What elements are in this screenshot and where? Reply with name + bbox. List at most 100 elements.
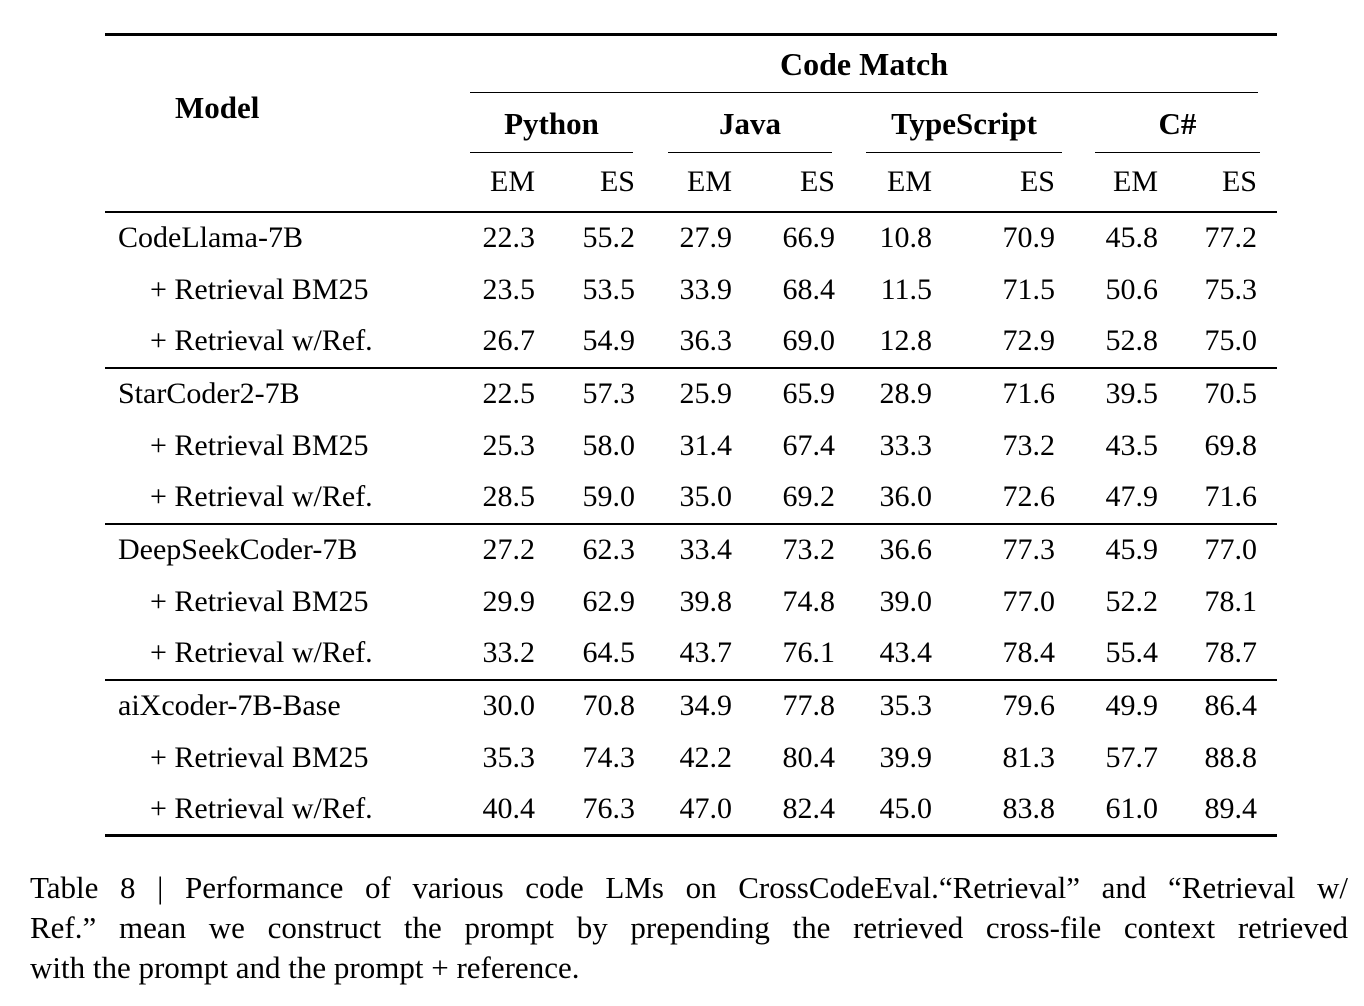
metric-header-es: ES	[555, 152, 655, 213]
metric-value: 66.9	[782, 221, 836, 254]
language-header-python-cell: Python	[465, 93, 655, 153]
metric-value: 30.0	[482, 689, 536, 722]
metric-value: 26.7	[465, 315, 555, 369]
metric-value: 62.9	[582, 584, 636, 618]
table-row: + Retrieval BM25 25.3 58.0 31.4 67.4 33.3 73.2…	[105, 420, 1277, 472]
code-match-header-cell: Code Match	[465, 35, 1277, 93]
metric-value: 77.0	[1002, 584, 1056, 618]
language-header-java: Java	[668, 106, 832, 153]
metric-value: 71.6	[1002, 377, 1056, 410]
metric-value: 43.4	[855, 627, 952, 681]
language-header-csharp-cell: C#	[1075, 93, 1277, 153]
table-row: DeepSeekCoder-7B 27.2 62.3 33.4 73.2 36.6 77.3…	[105, 524, 1277, 576]
model-label: + Retrieval BM25	[150, 428, 369, 462]
metric-value: 77.8	[782, 689, 836, 722]
metric-value: 35.3	[879, 689, 933, 722]
metric-value: 35.3	[482, 740, 536, 774]
table-row: + Retrieval w/Ref. 26.7 54.9 36.3 69.0 12.8 72…	[105, 315, 1277, 369]
metric-value: 40.4	[482, 791, 536, 825]
metric-value: 36.0	[855, 471, 952, 525]
language-header-row: Python Java TypeScript C#	[105, 93, 1277, 153]
metric-value: 45.0	[879, 791, 933, 825]
metric-value: 79.6	[1002, 689, 1056, 722]
metric-value: 77.2	[1204, 221, 1258, 254]
table-row: + Retrieval BM25 29.9 62.9 39.8 74.8 39.0 77.0…	[105, 576, 1277, 628]
metric-value: 34.9	[679, 689, 733, 722]
metric-value: 53.5	[582, 272, 636, 306]
metric-value: 86.4	[1204, 689, 1258, 722]
table-row: + Retrieval w/Ref. 40.4 76.3 47.0 82.4 45.0 83…	[105, 784, 1277, 836]
metric-value: 25.3	[482, 428, 536, 462]
metric-value: 65.9	[782, 377, 836, 410]
metric-value: 52.8	[1075, 315, 1178, 369]
metric-value: 39.5	[1105, 377, 1159, 410]
caption-line: with the prompt and the prompt + referen…	[30, 950, 580, 985]
language-header-csharp: C#	[1095, 106, 1260, 153]
model-column-header: Model	[105, 34, 465, 213]
model-label: DeepSeekCoder-7B	[118, 533, 358, 566]
metric-value: 73.2	[1002, 428, 1056, 462]
model-label: CodeLlama-7B	[118, 221, 303, 254]
table-caption: Table 8 | Performance of various code LM…	[30, 868, 1348, 988]
metric-value: 52.2	[1105, 584, 1159, 618]
metric-value: 50.6	[1105, 272, 1159, 306]
metric-value: 72.9	[952, 315, 1075, 369]
metric-value: 71.5	[1002, 272, 1056, 306]
language-header-typescript: TypeScript	[866, 106, 1062, 153]
metric-value: 89.4	[1204, 791, 1258, 825]
metric-value: 57.7	[1105, 740, 1159, 774]
metric-header-row: EM ES EM ES EM ES EM ES	[105, 152, 1277, 213]
metric-value: 62.3	[582, 533, 636, 566]
metric-value: 78.7	[1178, 627, 1277, 681]
metric-value: 71.6	[1178, 471, 1277, 525]
caption-line: Ref.” mean we construct the prompt by pr…	[30, 910, 1348, 945]
metric-value: 78.4	[952, 627, 1075, 681]
metric-value: 75.3	[1204, 272, 1258, 306]
metric-value: 39.9	[879, 740, 933, 774]
metric-value: 74.8	[782, 584, 836, 618]
metric-value: 72.6	[952, 471, 1075, 525]
code-match-label: Code Match	[470, 46, 1258, 93]
metric-header-es: ES	[752, 152, 855, 213]
table-body: CodeLlama-7B 22.3 55.2 27.9 66.9 10.8 70.9 45.8…	[105, 212, 1277, 836]
model-label: + Retrieval BM25	[150, 740, 369, 774]
table-row: + Retrieval BM25 23.5 53.5 33.9 68.4 11.5 71.5…	[105, 264, 1277, 316]
metric-value: 49.9	[1105, 689, 1159, 722]
metric-value: 27.2	[482, 533, 536, 566]
model-label: + Retrieval w/Ref.	[105, 471, 465, 525]
metric-value: 47.0	[679, 791, 733, 825]
model-label: + Retrieval w/Ref.	[105, 315, 465, 369]
metric-value: 69.8	[1204, 428, 1258, 462]
model-label: StarCoder2-7B	[118, 377, 300, 410]
metric-header-em: EM	[655, 152, 752, 213]
metric-value: 83.8	[1002, 791, 1056, 825]
metric-value: 59.0	[555, 471, 655, 525]
model-label: + Retrieval BM25	[150, 584, 369, 618]
metric-value: 67.4	[782, 428, 836, 462]
metric-header-em: EM	[1075, 152, 1178, 213]
metric-value: 70.9	[1002, 221, 1056, 254]
language-header-typescript-cell: TypeScript	[855, 93, 1075, 153]
metric-header-em: EM	[465, 152, 555, 213]
metric-value: 57.3	[582, 377, 636, 410]
metric-value: 82.4	[782, 791, 836, 825]
table-row: aiXcoder-7B-Base 30.0 70.8 34.9 77.8 35.3 79.6…	[105, 680, 1277, 732]
metric-value: 70.5	[1204, 377, 1258, 410]
metric-value: 45.8	[1105, 221, 1159, 254]
metric-value: 28.5	[465, 471, 555, 525]
metric-value: 36.6	[879, 533, 933, 566]
metric-value: 22.5	[482, 377, 536, 410]
metric-value: 33.9	[679, 272, 733, 306]
results-table: Model Code Match Python Java TypeScript …	[105, 33, 1277, 837]
model-label: + Retrieval BM25	[150, 272, 369, 306]
metric-value: 70.8	[582, 689, 636, 722]
table-row: StarCoder2-7B 22.5 57.3 25.9 65.9 28.9 71.6 39.…	[105, 368, 1277, 420]
metric-value: 39.8	[679, 584, 733, 618]
metric-value: 45.9	[1105, 533, 1159, 566]
metric-value: 31.4	[679, 428, 733, 462]
metric-value: 11.5	[880, 272, 932, 306]
table-header: Model Code Match Python Java TypeScript …	[105, 34, 1277, 213]
metric-value: 43.7	[655, 627, 752, 681]
table-row: + Retrieval w/Ref. 28.5 59.0 35.0 69.2 36.0 72…	[105, 471, 1277, 525]
